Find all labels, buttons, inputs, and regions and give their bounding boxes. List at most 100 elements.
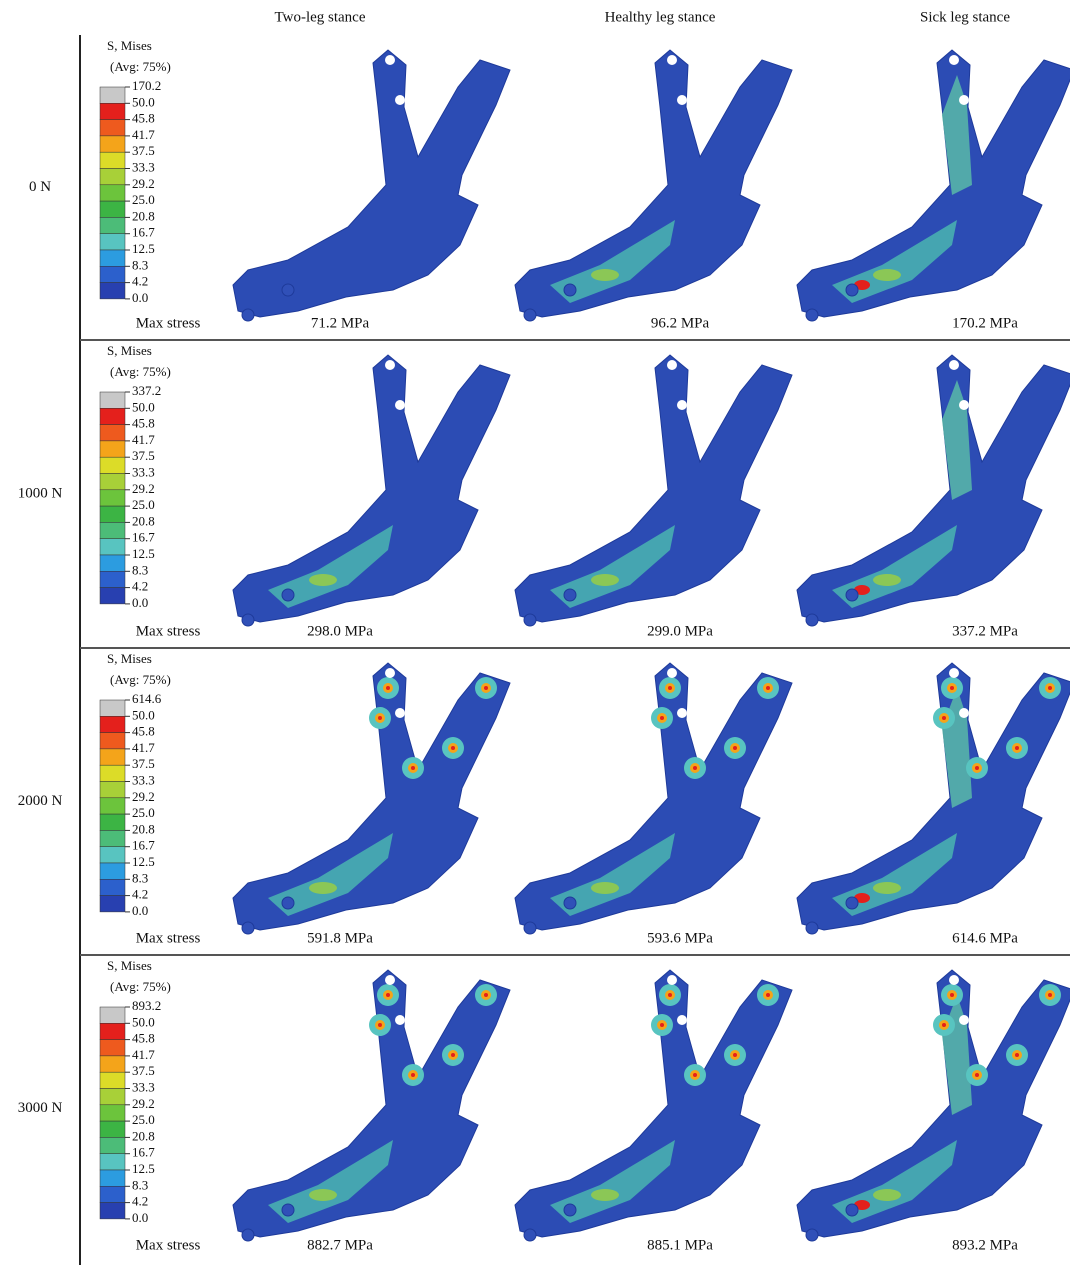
legend-swatch bbox=[100, 1170, 125, 1186]
legend-swatch bbox=[100, 782, 125, 798]
stress-dot bbox=[733, 746, 737, 750]
bracket-body bbox=[515, 970, 792, 1237]
hole bbox=[705, 120, 715, 130]
bracket-model bbox=[515, 970, 792, 1241]
legend-label: 16.7 bbox=[132, 838, 155, 853]
hole bbox=[385, 55, 395, 65]
hole bbox=[677, 1015, 687, 1025]
legend-swatch bbox=[100, 392, 125, 408]
stress-dot bbox=[766, 686, 770, 690]
stress-spot bbox=[873, 574, 901, 586]
legend-label: 45.8 bbox=[132, 416, 155, 431]
legend-title: S, Mises bbox=[107, 651, 152, 666]
pin bbox=[242, 614, 254, 626]
pin bbox=[564, 1204, 576, 1216]
stress-dot bbox=[378, 716, 382, 720]
stress-spot bbox=[591, 574, 619, 586]
pin bbox=[242, 1229, 254, 1241]
hole bbox=[949, 668, 959, 678]
legend-label: 4.2 bbox=[132, 274, 148, 289]
max-stress-value: 614.6 MPa bbox=[952, 930, 1018, 946]
stress-dot bbox=[975, 1073, 979, 1077]
legend-label: 37.5 bbox=[132, 756, 155, 771]
legend-swatch bbox=[100, 425, 125, 441]
legend-swatch bbox=[100, 250, 125, 266]
legend-label: 29.2 bbox=[132, 176, 155, 191]
legend-label: 16.7 bbox=[132, 225, 155, 240]
stress-dot bbox=[451, 1053, 455, 1057]
legend-title: S, Mises bbox=[107, 38, 152, 53]
legend-swatch bbox=[100, 896, 125, 912]
hole bbox=[705, 425, 715, 435]
legend-label: 0.0 bbox=[132, 903, 148, 918]
legend-swatch bbox=[100, 522, 125, 538]
legend-swatch bbox=[100, 185, 125, 201]
legend-swatch bbox=[100, 700, 125, 716]
hole bbox=[385, 668, 395, 678]
legend-swatch bbox=[100, 1023, 125, 1039]
legend-label: 37.5 bbox=[132, 448, 155, 463]
hole bbox=[987, 1040, 997, 1050]
legend-subtitle: (Avg: 75%) bbox=[110, 672, 171, 687]
stress-dot bbox=[950, 686, 954, 690]
legend-label: 0.0 bbox=[132, 290, 148, 305]
column-header: Healthy leg stance bbox=[605, 9, 716, 25]
pin bbox=[524, 614, 536, 626]
pin bbox=[806, 922, 818, 934]
legend-label: 29.2 bbox=[132, 789, 155, 804]
bracket-body bbox=[797, 970, 1070, 1237]
legend-swatch bbox=[100, 1040, 125, 1056]
row-label: 1000 N bbox=[18, 485, 63, 501]
pin bbox=[524, 309, 536, 321]
legend-label: 170.2 bbox=[132, 78, 161, 93]
hole bbox=[987, 120, 997, 130]
figure: Two-leg stanceHealthy leg stanceSick leg… bbox=[0, 0, 1070, 1267]
legend-swatch bbox=[100, 1105, 125, 1121]
stress-dot bbox=[1048, 993, 1052, 997]
legend-swatch bbox=[100, 571, 125, 587]
pin bbox=[524, 922, 536, 934]
hole bbox=[959, 95, 969, 105]
bracket-body bbox=[233, 355, 510, 622]
legend-label: 8.3 bbox=[132, 257, 148, 272]
legend-swatch bbox=[100, 749, 125, 765]
legend-label: 4.2 bbox=[132, 1194, 148, 1209]
hole bbox=[949, 975, 959, 985]
legend-label: 25.0 bbox=[132, 497, 155, 512]
legend-swatch bbox=[100, 217, 125, 233]
legend-label: 4.2 bbox=[132, 579, 148, 594]
legend-swatch bbox=[100, 234, 125, 250]
pin bbox=[846, 589, 858, 601]
legend-swatch bbox=[100, 539, 125, 555]
max-stress-value: 885.1 MPa bbox=[647, 1237, 713, 1253]
row-label: 0 N bbox=[29, 179, 51, 195]
max-stress-label: Max stress bbox=[136, 1237, 201, 1253]
hole bbox=[677, 400, 687, 410]
hole bbox=[395, 95, 405, 105]
stress-dot bbox=[660, 1023, 664, 1027]
stress-spot bbox=[873, 269, 901, 281]
legend-label: 41.7 bbox=[132, 1047, 155, 1062]
bracket-model bbox=[515, 50, 792, 321]
hole bbox=[395, 1015, 405, 1025]
legend-label: 337.2 bbox=[132, 383, 161, 398]
legend-label: 614.6 bbox=[132, 691, 162, 706]
legend-swatch bbox=[100, 1089, 125, 1105]
hole bbox=[987, 733, 997, 743]
legend-swatch bbox=[100, 830, 125, 846]
max-stress-label: Max stress bbox=[136, 315, 201, 331]
stress-spot bbox=[309, 882, 337, 894]
legend-swatch bbox=[100, 879, 125, 895]
legend-label: 8.3 bbox=[132, 1177, 148, 1192]
hole bbox=[667, 975, 677, 985]
stress-dot bbox=[942, 716, 946, 720]
legend-swatch bbox=[100, 103, 125, 119]
stress-dot bbox=[733, 1053, 737, 1057]
hole bbox=[705, 1040, 715, 1050]
stress-dot bbox=[693, 1073, 697, 1077]
max-stress-label: Max stress bbox=[136, 623, 201, 639]
stress-dot bbox=[1015, 746, 1019, 750]
max-stress-value: 882.7 MPa bbox=[307, 1237, 373, 1253]
legend-title: S, Mises bbox=[107, 343, 152, 358]
pin bbox=[806, 1229, 818, 1241]
